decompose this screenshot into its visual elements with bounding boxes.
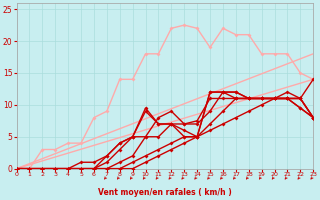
X-axis label: Vent moyen/en rafales ( km/h ): Vent moyen/en rafales ( km/h ): [98, 188, 232, 197]
